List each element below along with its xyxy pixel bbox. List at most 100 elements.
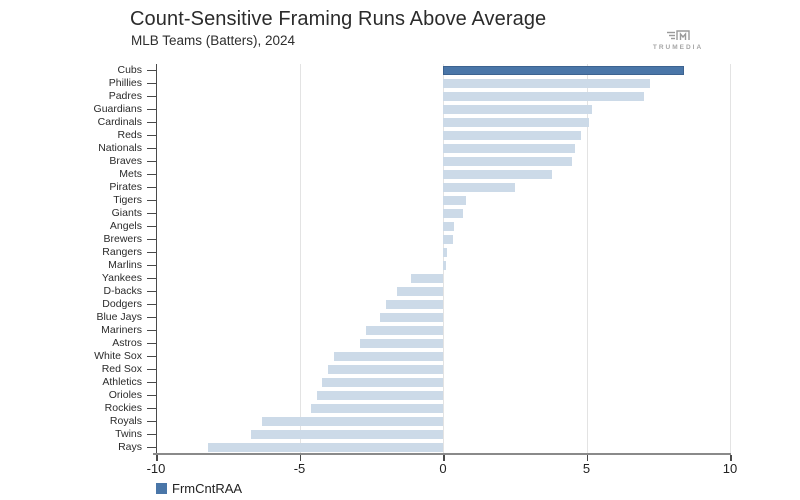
bar-cardinals <box>443 117 590 128</box>
x-axis-line <box>153 453 731 455</box>
y-tick <box>147 278 157 279</box>
bar-d-backs <box>397 286 443 297</box>
bar-mets <box>443 169 553 180</box>
legend: FrmCntRAA <box>156 481 242 496</box>
bar-reds <box>443 130 581 141</box>
team-label: Nationals <box>0 142 157 155</box>
y-tick <box>147 213 157 214</box>
bar-twins <box>250 429 443 440</box>
bar-athletics <box>322 377 443 388</box>
team-label: Marlins <box>0 259 157 272</box>
team-label: Phillies <box>0 77 157 90</box>
team-label: D-backs <box>0 285 157 298</box>
bar-braves <box>443 156 573 167</box>
trumedia-brand-text: TRUMEDIA <box>652 44 704 51</box>
team-label: Brewers <box>0 233 157 246</box>
y-tick <box>147 226 157 227</box>
bar-giants <box>443 208 464 219</box>
bar-rays <box>207 442 443 453</box>
gridline-5 <box>586 64 588 454</box>
y-tick <box>147 304 157 305</box>
y-tick <box>147 96 157 97</box>
y-axis-labels: Cubs Phillies Padres Guardians Cardinals Reds… <box>0 64 157 454</box>
team-label: Blue Jays <box>0 311 157 324</box>
team-label: Giants <box>0 207 157 220</box>
x-tick-label: -10 <box>146 461 166 476</box>
y-tick <box>147 343 157 344</box>
bar-brewers <box>443 234 454 245</box>
x-tick-label: 0 <box>439 461 447 476</box>
team-label: Rangers <box>0 246 157 259</box>
y-tick <box>147 330 157 331</box>
y-tick <box>147 252 157 253</box>
y-tick <box>147 174 157 175</box>
bar-orioles <box>316 390 443 401</box>
team-label: Mariners <box>0 324 157 337</box>
y-tick <box>147 109 157 110</box>
team-label: Athletics <box>0 376 157 389</box>
bar-guardians <box>443 104 593 115</box>
bar-marlins <box>443 260 446 271</box>
team-label: Rays <box>0 441 157 454</box>
bar-pirates <box>443 182 515 193</box>
x-tick <box>443 455 445 461</box>
legend-label: FrmCntRAA <box>172 481 243 496</box>
trumedia-logo: TRUMEDIA <box>646 29 710 51</box>
bar-royals <box>262 416 443 427</box>
y-tick <box>147 356 157 357</box>
y-tick <box>147 421 157 422</box>
team-label: Royals <box>0 415 157 428</box>
bar-rangers <box>443 247 448 258</box>
team-label: Pirates <box>0 181 157 194</box>
y-tick <box>147 83 157 84</box>
bar-angels <box>443 221 455 232</box>
y-tick <box>147 382 157 383</box>
legend-swatch <box>156 483 167 494</box>
y-tick <box>147 317 157 318</box>
team-label: Angels <box>0 220 157 233</box>
team-label: Yankees <box>0 272 157 285</box>
gridline-0 <box>443 64 444 454</box>
bar-mariners <box>365 325 443 336</box>
y-tick <box>147 161 157 162</box>
bar-phillies <box>443 78 650 89</box>
x-tick <box>156 455 158 461</box>
chart-title: Count-Sensitive Framing Runs Above Avera… <box>130 8 547 30</box>
bar-white-sox <box>333 351 443 362</box>
team-label: Mets <box>0 168 157 181</box>
team-label: Twins <box>0 428 157 441</box>
plot-area <box>156 64 731 454</box>
bar-red-sox <box>328 364 443 375</box>
team-label: Cardinals <box>0 116 157 129</box>
y-tick <box>147 239 157 240</box>
trumedia-logo-icon <box>667 30 690 40</box>
y-tick <box>147 265 157 266</box>
team-label: Astros <box>0 337 157 350</box>
y-tick <box>147 187 157 188</box>
team-label: Padres <box>0 90 157 103</box>
x-tick-label: 10 <box>722 461 738 476</box>
gridline--5 <box>299 64 301 454</box>
team-label: Red Sox <box>0 363 157 376</box>
y-tick <box>147 135 157 136</box>
team-label: Tigers <box>0 194 157 207</box>
y-tick <box>147 291 157 292</box>
x-tick-label: -5 <box>293 461 306 476</box>
bar-yankees <box>411 273 443 284</box>
x-tick-label: 5 <box>582 461 591 476</box>
team-label: Dodgers <box>0 298 157 311</box>
team-label: Cubs <box>0 64 157 77</box>
team-label: Reds <box>0 129 157 142</box>
team-label: White Sox <box>0 350 157 363</box>
y-tick <box>147 122 157 123</box>
bar-padres <box>443 91 644 102</box>
y-tick <box>147 395 157 396</box>
y-tick <box>147 447 157 448</box>
bar-blue-jays <box>379 312 443 323</box>
y-tick <box>147 70 157 71</box>
chart-subtitle: MLB Teams (Batters), 2024 <box>131 33 296 48</box>
x-tick <box>730 455 732 461</box>
x-tick <box>586 455 588 461</box>
bar-rockies <box>310 403 443 414</box>
